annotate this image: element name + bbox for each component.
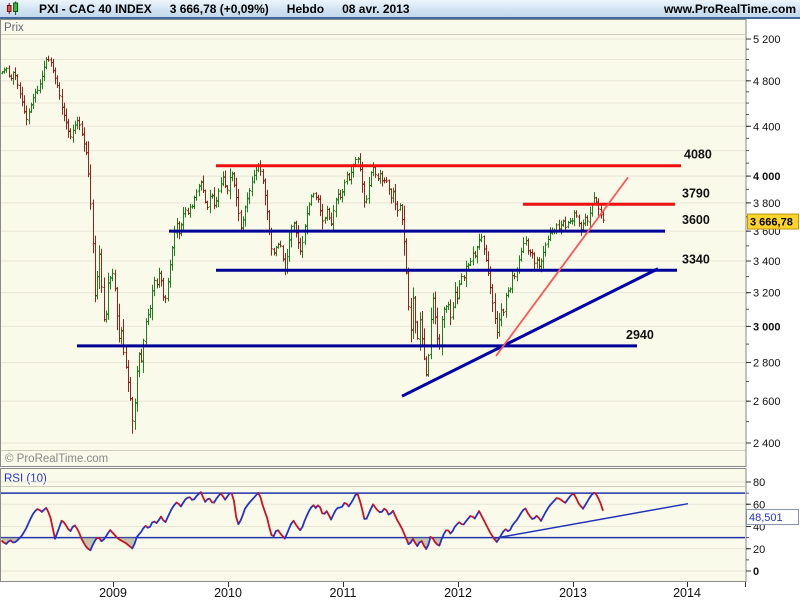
rsi-axis-label: 80 <box>753 477 765 489</box>
level-label-3790: 3790 <box>682 186 710 200</box>
level-label-3340: 3340 <box>682 252 710 266</box>
year-label: 2014 <box>673 586 701 600</box>
price-axis-label: 4 000 <box>753 171 781 183</box>
price-axis-label: 4 400 <box>753 121 781 133</box>
rsi-plot <box>1 481 745 572</box>
price-axis-label: 4 800 <box>753 76 781 88</box>
site-url: www.ProRealTime.com <box>663 1 796 16</box>
rsi-pane <box>0 468 747 582</box>
down-candles <box>8 55 605 434</box>
timeframe-label: Hebdo <box>286 1 325 16</box>
rsi-value-text: 48,501 <box>749 512 783 524</box>
price-axis-label: 2 400 <box>753 438 781 450</box>
last-price-text: 3 666,78 <box>750 217 793 229</box>
year-label: 2009 <box>99 586 127 600</box>
price-axis-label: 3 000 <box>753 321 781 333</box>
price-axis-label: 3 200 <box>753 288 781 300</box>
time-x-axis: 2009 2010 2011 2012 2013 2014 <box>99 582 746 600</box>
year-label: 2010 <box>214 586 242 600</box>
rsi-value-badge: 48,501 <box>746 509 799 526</box>
price-axis-label: 2 800 <box>753 357 781 369</box>
rising-channel-red[interactable] <box>495 176 629 357</box>
level-label-3600: 3600 <box>682 213 710 227</box>
year-label: 2011 <box>330 586 357 600</box>
rsi-rising-support[interactable] <box>494 502 689 539</box>
quote-date: 08 avr. 2013 <box>342 1 410 16</box>
last-quote: 3 666,78 (+0,09%) <box>169 1 269 16</box>
rsi-axis-label: 0 <box>753 566 759 578</box>
last-price-badge: 3 666,78 <box>747 213 799 230</box>
price-axis-label: 2 600 <box>753 396 781 408</box>
rsi-axis-label: 20 <box>753 544 765 556</box>
chart-header-bar: PXI - CAC 40 INDEX 3 666,78 (+0,09%) Heb… <box>0 0 800 19</box>
price-axis-label: 3 400 <box>753 256 781 268</box>
year-label: 2012 <box>444 586 472 600</box>
price-pane <box>0 19 747 467</box>
instrument-title: PXI - CAC 40 INDEX <box>39 1 152 16</box>
price-gridlines <box>1 38 745 444</box>
candlestick-logo-icon <box>6 1 19 15</box>
rsi-axis-label: 60 <box>753 499 765 511</box>
level-label-4080: 4080 <box>684 148 712 162</box>
rising-support-blue[interactable] <box>401 267 659 398</box>
price-axis-label: 5 200 <box>753 34 781 46</box>
copyright-label: © ProRealTime.com <box>5 453 108 465</box>
price-axis-label: 3 800 <box>753 198 781 210</box>
year-label: 2013 <box>559 586 587 600</box>
weekly-candles <box>1 55 605 434</box>
level-label-2940: 2940 <box>626 328 654 342</box>
rsi-pane-title: RSI (10) <box>4 473 47 485</box>
price-pane-title: Prix <box>4 22 24 34</box>
up-candles <box>1 57 596 430</box>
horizontal-levels: 4080 3790 3600 3340 2940 <box>77 148 712 398</box>
